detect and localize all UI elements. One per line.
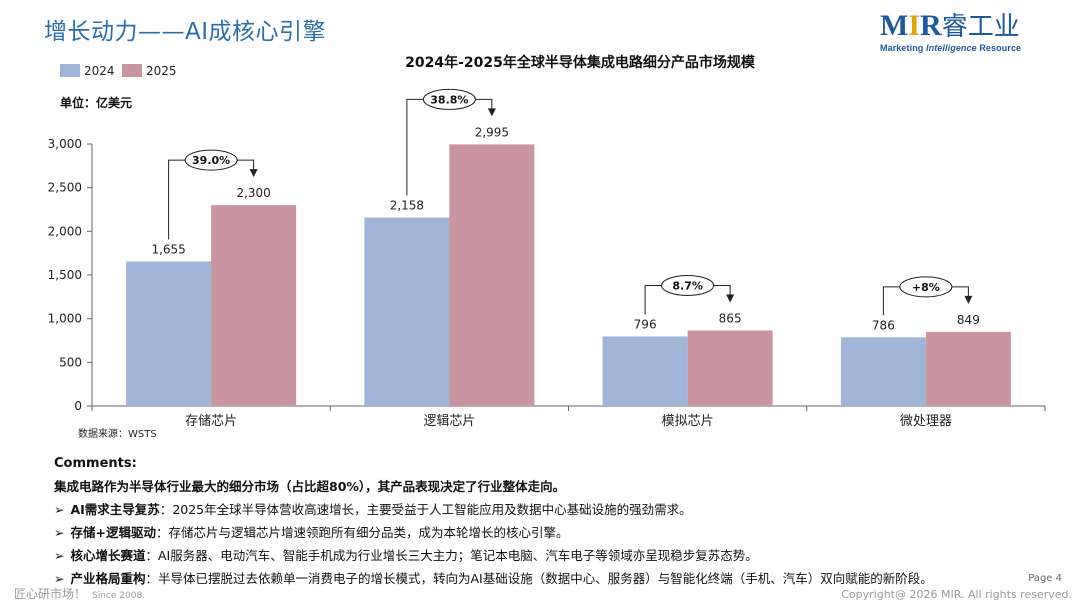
logo-tagline-part3: Resource [976,43,1022,53]
y-tick-label: 1,000 [48,312,82,326]
bullet-key: 产业格局重构 [70,571,146,586]
logo-wordmark: MIR睿工业 [880,10,1040,43]
bullet-text: ：存储芯片与逻辑芯片增速领跑所有细分品类，成为本轮增长的核心引擎。 [155,525,569,540]
bar-2025 [925,331,1011,406]
bullet-arrow-icon: ➢ [54,571,65,586]
growth-arrow-icon [964,295,973,304]
growth-arrow-icon [487,108,496,117]
bullet-key: AI需求主导复苏 [70,502,160,517]
unit-label: 单位：亿美元 [60,95,132,110]
category-label: 模拟芯片 [662,414,714,429]
growth-badge [422,88,476,110]
growth-badge [184,149,238,171]
source-label: 数据来源：WSTS [78,427,157,440]
comment-bullet: ➢ 存储+逻辑驱动 ：存储芯片与逻辑芯片增速领跑所有细分品类，成为本轮增长的核心引… [54,521,1054,544]
data-label-2024: 1,655 [151,242,185,256]
bar-2024 [126,261,212,406]
chart-title: 2024年-2025年全球半导体集成电路细分产品市场规模 [405,54,756,71]
bar-2024 [602,336,688,406]
comment-bullet: ➢ AI需求主导复苏 ：2025年全球半导体营收高速增长，主要受益于人工智能应用及… [54,498,1054,521]
comments-heading: Comments: [54,456,137,471]
logo-text: MIR睿工业 [880,9,1020,43]
y-tick-label: 1,500 [48,268,82,282]
data-label-2025: 2,300 [236,186,270,200]
bullet-key: 核心增长赛道 [70,548,146,563]
legend-label: 2025 [146,64,177,78]
bullet-arrow-icon: ➢ [54,548,65,563]
growth-arrow-icon [249,169,258,178]
bullet-arrow-icon: ➢ [54,502,65,517]
slogan-text: 匠心研市场！ [14,587,87,601]
logo-letter: R [920,9,942,42]
comments-lead: 集成电路作为半导体行业最大的细分市场（占比超80%），其产品表现决定了行业整体走… [54,479,566,494]
logo-tagline-part2: Intelligence [926,43,977,53]
logo-cn-text: 睿工业 [941,12,1020,42]
growth-badge [899,276,953,298]
growth-label: 8.7% [672,279,703,292]
legend-label: 2024 [84,64,115,78]
bullet-text: ：2025年全球半导体营收高速增长，主要受益于人工智能应用及数据中心基础设施的强… [159,502,692,517]
bullet-text: ：半导体已摆脱过去依赖单一消费电子的增长模式，转向为AI基础设施（数据中心、服务… [145,571,933,586]
logo-letter: I [908,9,921,42]
mir-logo: MIR睿工业 Marketing Intelligence Resource [880,10,1040,54]
y-tick-label: 3,000 [48,137,82,151]
bullet-arrow-icon: ➢ [54,525,65,540]
category-label: 微处理器 [900,414,952,429]
growth-label: 38.8% [430,93,468,106]
logo-tagline-part1: Marketing [880,43,927,53]
comment-bullet: ➢ 核心增长赛道 ：AI服务器、电动汽车、智能手机成为行业增长三大主力；笔记本电脑… [54,544,1054,567]
since-text: Since 2008. [92,591,146,601]
category-label: 存储芯片 [185,414,237,429]
y-tick-label: 2,500 [48,181,82,195]
data-label-2024: 796 [634,317,657,331]
data-label-2025: 865 [719,311,742,325]
bar-2025 [687,330,773,406]
legend-swatch [122,64,142,77]
growth-label: 39.0% [192,154,230,167]
growth-arrow-icon [726,294,735,303]
footer-slogan: 匠心研市场！ Since 2008. [14,585,145,602]
growth-label: +8% [912,281,940,294]
bar-2024 [840,337,926,406]
data-label-2024: 2,158 [390,199,424,213]
page-number: Page 4 [1028,573,1062,584]
copyright: Copyright@ 2026 MIR. All rights reserved… [841,588,1072,601]
bullet-text: ：AI服务器、电动汽车、智能手机成为行业增长三大主力；笔记本电脑、汽车电子等领域… [145,548,758,563]
data-label-2025: 2,995 [475,125,509,139]
bar-2024 [364,217,450,406]
growth-badge [661,274,715,296]
data-label-2025: 849 [957,313,980,327]
bar-2025 [449,144,535,407]
y-tick-label: 0 [74,399,82,413]
logo-letter: M [880,9,909,42]
y-tick-label: 2,000 [48,224,82,238]
bar-2025 [211,205,297,406]
legend-swatch [60,64,80,77]
logo-tagline: Marketing Intelligence Resource [880,43,1040,53]
page-title: 增长动力——AI成核心引擎 [44,19,327,45]
bullet-key: 存储+逻辑驱动 [70,525,156,540]
y-tick-label: 500 [59,355,82,369]
comment-bullet: ➢ 产业格局重构 ：半导体已摆脱过去依赖单一消费电子的增长模式，转向为AI基础设施… [54,567,1054,590]
comments-section: Comments: 集成电路作为半导体行业最大的细分市场（占比超80%），其产品… [54,452,1054,590]
data-label-2024: 786 [872,318,895,332]
bar-chart: 2024年-2025年全球半导体集成电路细分产品市场规模 2024 2025 单位：亿… [48,54,1046,440]
category-label: 逻辑芯片 [423,414,475,429]
